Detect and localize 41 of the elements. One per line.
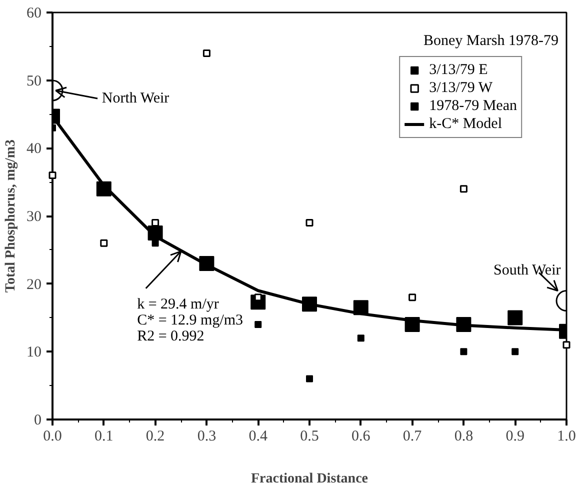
x-axis-title: Fractional Distance bbox=[250, 472, 368, 486]
annotation: South Weir bbox=[493, 262, 561, 279]
annotation: North Weir bbox=[102, 90, 170, 107]
point bbox=[306, 219, 314, 227]
point bbox=[460, 348, 468, 356]
x-tick-label: 0.8 bbox=[454, 428, 474, 444]
x-tick-label: 0.1 bbox=[94, 428, 114, 444]
y-axis-title: Total Phosphorus, mg/m3 bbox=[4, 139, 18, 293]
legend-label: 1978-79 Mean bbox=[429, 97, 517, 115]
x-tick-label: 0.9 bbox=[506, 428, 524, 444]
y-tick-label: 50 bbox=[26, 73, 42, 90]
point bbox=[202, 49, 210, 57]
point bbox=[48, 172, 56, 180]
y-tick-label: 40 bbox=[26, 141, 42, 158]
y-tick-label: 20 bbox=[26, 276, 42, 293]
x-tick-label: 0.4 bbox=[248, 428, 268, 444]
y-tick-label: 30 bbox=[26, 209, 42, 225]
x-tick-label: 0.5 bbox=[300, 428, 319, 444]
legend-label: 3/13/79 W bbox=[429, 79, 493, 97]
annotation: k = 29.4 m/yr C* = 12.9 mg/m3 R2 = 0.992 bbox=[137, 296, 244, 344]
x-tick-label: 0.6 bbox=[352, 428, 371, 444]
y-tick-label: 0 bbox=[34, 412, 42, 428]
x-tick-label: 1.0 bbox=[557, 428, 576, 444]
y-tick-label: 10 bbox=[26, 344, 42, 361]
x-tick-label: 0.2 bbox=[146, 428, 165, 444]
legend-title: Boney Marsh 1978-79 bbox=[424, 32, 559, 49]
point bbox=[357, 334, 364, 342]
point bbox=[306, 375, 313, 382]
legend-label: 3/13/79 E bbox=[429, 61, 488, 79]
x-tick-label: 0.7 bbox=[402, 428, 422, 444]
point bbox=[512, 348, 519, 356]
point bbox=[254, 321, 262, 328]
x-tick-label: 0.3 bbox=[197, 428, 216, 444]
point bbox=[408, 294, 416, 302]
point bbox=[562, 341, 570, 349]
point bbox=[100, 239, 108, 247]
x-tick-label: 0.0 bbox=[43, 428, 62, 444]
y-tick-label: 60 bbox=[26, 6, 42, 22]
point bbox=[508, 310, 523, 326]
legend-label: k-C* Model bbox=[429, 115, 502, 133]
point bbox=[460, 185, 468, 193]
